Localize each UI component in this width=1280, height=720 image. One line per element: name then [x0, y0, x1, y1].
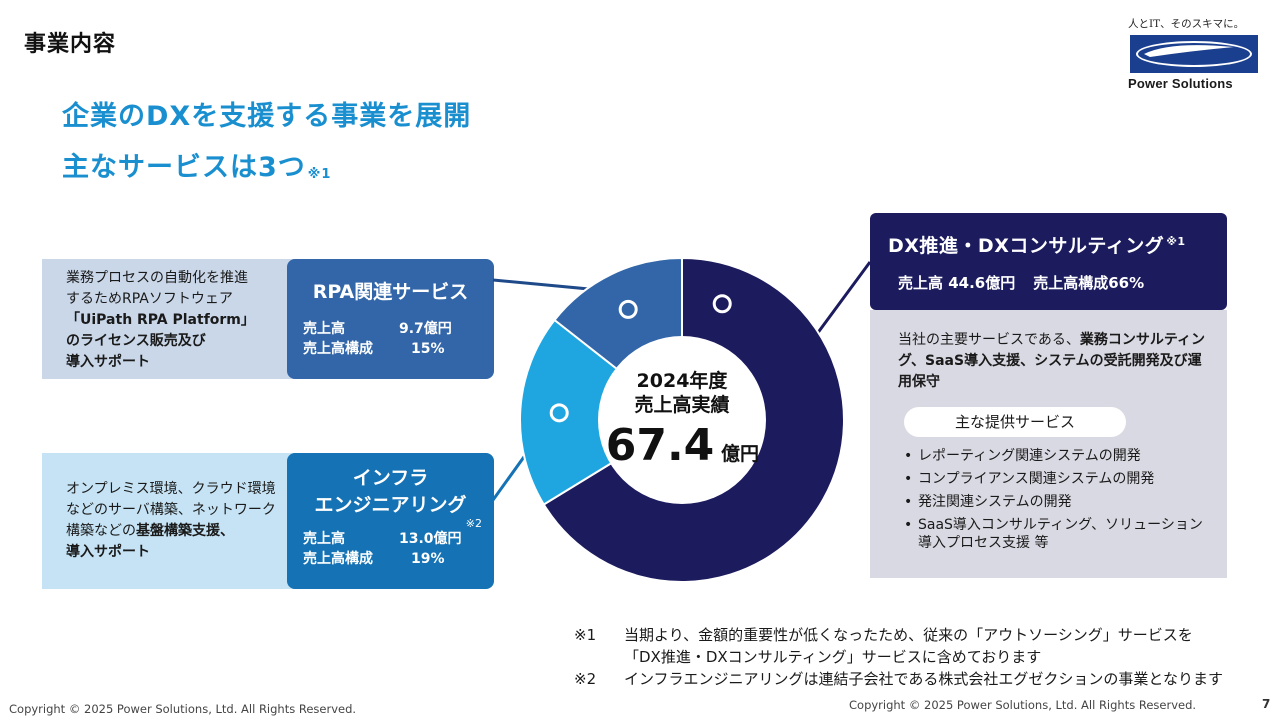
rpa-share-label: 売上高構成 — [303, 341, 373, 357]
rpa-service-box: RPA関連サービス 売上高 9.7億円 売上高構成 15% — [287, 259, 494, 379]
dx-title: DX推進・DXコンサルティング ※1 — [888, 231, 1211, 258]
infra-share-label: 売上高構成 — [303, 551, 373, 567]
infra-share-value: 19% — [411, 551, 445, 567]
section-title: 事業内容 — [24, 32, 117, 57]
dx-sales: 売上高 44.6億円 — [898, 274, 1016, 292]
infra-sales-row: 売上高 13.0億円 — [303, 529, 478, 549]
headline-note: ※1 — [307, 167, 332, 182]
power-solutions-logo-icon — [1130, 35, 1258, 73]
infra-sales-label: 売上高 — [303, 531, 345, 547]
headline-line2-text: 主なサービスは3つ — [62, 152, 306, 183]
footnote-2: ※2 インフラエンジニアリングは連結子会社である株式会社エグゼクションの事業となり… — [574, 668, 1223, 690]
rpa-desc-line: のライセンス販売及び — [66, 333, 206, 349]
dx-title-text: DX推進・DXコンサルティング — [888, 235, 1165, 257]
rpa-description: 業務プロセスの自動化を推進 するためRPAソフトウェア 「UiPath RPA … — [42, 259, 300, 379]
rpa-desc-line: 導入サポート — [66, 354, 150, 370]
donut-hole — [598, 336, 766, 504]
footnote-1-mark: ※1 — [574, 626, 597, 644]
sales-donut-chart: 2024年度 売上高実績 67.4 億円 — [520, 258, 844, 582]
services-heading: 主な提供サービス — [904, 407, 1126, 437]
logo-tagline: 人とIT、そのスキマに。 — [1128, 18, 1245, 30]
footnote-1-continued: 「DX推進・DXコンサルティング」サービスに含めております — [624, 648, 1042, 666]
donut-slice-rpa-marker — [618, 299, 638, 319]
donut-slice-dx-marker — [712, 294, 732, 314]
infra-desc-text: 構築などの — [66, 523, 136, 539]
dx-summary: 当社の主要サービスである、業務コンサルティング、SaaS導入支援、システムの受託… — [898, 330, 1209, 393]
copyright-left: Copyright © 2025 Power Solutions, Ltd. A… — [9, 702, 357, 716]
dx-summary-text: 当社の主要サービスである、 — [898, 332, 1080, 348]
infra-desc-emphasis: 基盤構築支援、 — [136, 523, 234, 539]
headline-line1: 企業のDXを支援する事業を展開 — [62, 101, 472, 132]
dx-service-box: DX推進・DXコンサルティング ※1 売上高 44.6億円 売上高構成66% — [870, 213, 1227, 310]
rpa-share-value: 15% — [411, 341, 445, 357]
rpa-sales-label: 売上高 — [303, 321, 345, 337]
rpa-desc-line: 業務プロセスの自動化を推進 — [66, 270, 248, 286]
rpa-desc-line: するためRPAソフトウェア — [66, 291, 233, 307]
footnote-1: ※1 当期より、金額的重要性が低くなったため、従来の「アウトソーシング」サービスを — [574, 624, 1193, 646]
center-total-value: 67.4 — [606, 420, 715, 471]
list-item: 発注関連システムの開発 — [904, 493, 1209, 511]
infra-title-note: ※2 — [465, 517, 482, 530]
donut-markers — [549, 294, 732, 423]
dx-stats: 売上高 44.6億円 売上高構成66% — [898, 272, 1211, 293]
dx-detail-panel: 当社の主要サービスである、業務コンサルティング、SaaS導入支援、システムの受託… — [870, 310, 1227, 578]
infra-desc-line: 構築などの基盤構築支援、 — [66, 521, 290, 542]
infra-desc-line: 導入サポート — [66, 544, 150, 560]
dx-share: 売上高構成66% — [1033, 274, 1145, 292]
dx-title-note: ※1 — [1166, 234, 1186, 248]
center-label-line1: 2024年度 — [637, 369, 729, 392]
page-number: 7 — [1262, 697, 1271, 711]
list-item: SaaS導入コンサルティング、ソリューション導入プロセス支援 等 — [904, 516, 1209, 552]
infra-sales-value: 13.0億円 — [399, 531, 462, 547]
list-item: コンプライアンス関連システムの開発 — [904, 470, 1209, 488]
footnote-2-mark: ※2 — [574, 670, 597, 688]
rpa-share-row: 売上高構成 15% — [303, 339, 478, 359]
center-label-line2: 売上高実績 — [634, 393, 729, 416]
center-total-unit: 億円 — [721, 442, 759, 465]
infra-title-line2: エンジニアリング — [314, 494, 467, 516]
footnote-1-text: 当期より、金額的重要性が低くなったため、従来の「アウトソーシング」サービスを — [624, 626, 1193, 644]
infra-share-row: 売上高構成 19% — [303, 549, 478, 569]
headline-line2: 主なサービスは3つ ※1 — [62, 145, 331, 184]
rpa-sales-value: 9.7億円 — [399, 321, 452, 337]
rpa-title: RPA関連サービス — [312, 281, 469, 303]
infra-title-line1: インフラ — [352, 467, 429, 489]
logo-name: Power Solutions — [1128, 76, 1233, 91]
infra-service-box: インフラ エンジニアリング ※2 売上高 13.0億円 売上高構成 19% — [287, 453, 494, 589]
infra-desc-line: などのサーバ構築、ネットワーク — [66, 502, 276, 518]
copyright-right: Copyright © 2025 Power Solutions, Ltd. A… — [849, 698, 1197, 712]
dx-summary-emphasis: 業務コンサルティング、SaaS導入支援、システムの受託開発及び運用保守 — [898, 332, 1206, 390]
infra-description: オンプレミス環境、クラウド環境 などのサーバ構築、ネットワーク 構築などの基盤構… — [42, 453, 300, 589]
list-item: レポーティング関連システムの開発 — [904, 447, 1209, 465]
footnote-2-text: インフラエンジニアリングは連結子会社である株式会社エグゼクションの事業となります — [624, 670, 1223, 688]
rpa-sales-row: 売上高 9.7億円 — [303, 319, 478, 339]
donut-slice-infra-marker — [549, 403, 569, 423]
rpa-desc-line: 「UiPath RPA Platform」 — [66, 312, 255, 328]
services-list: レポーティング関連システムの開発 コンプライアンス関連システムの開発 発注関連シ… — [904, 447, 1209, 552]
infra-desc-line: オンプレミス環境、クラウド環境 — [66, 481, 276, 497]
